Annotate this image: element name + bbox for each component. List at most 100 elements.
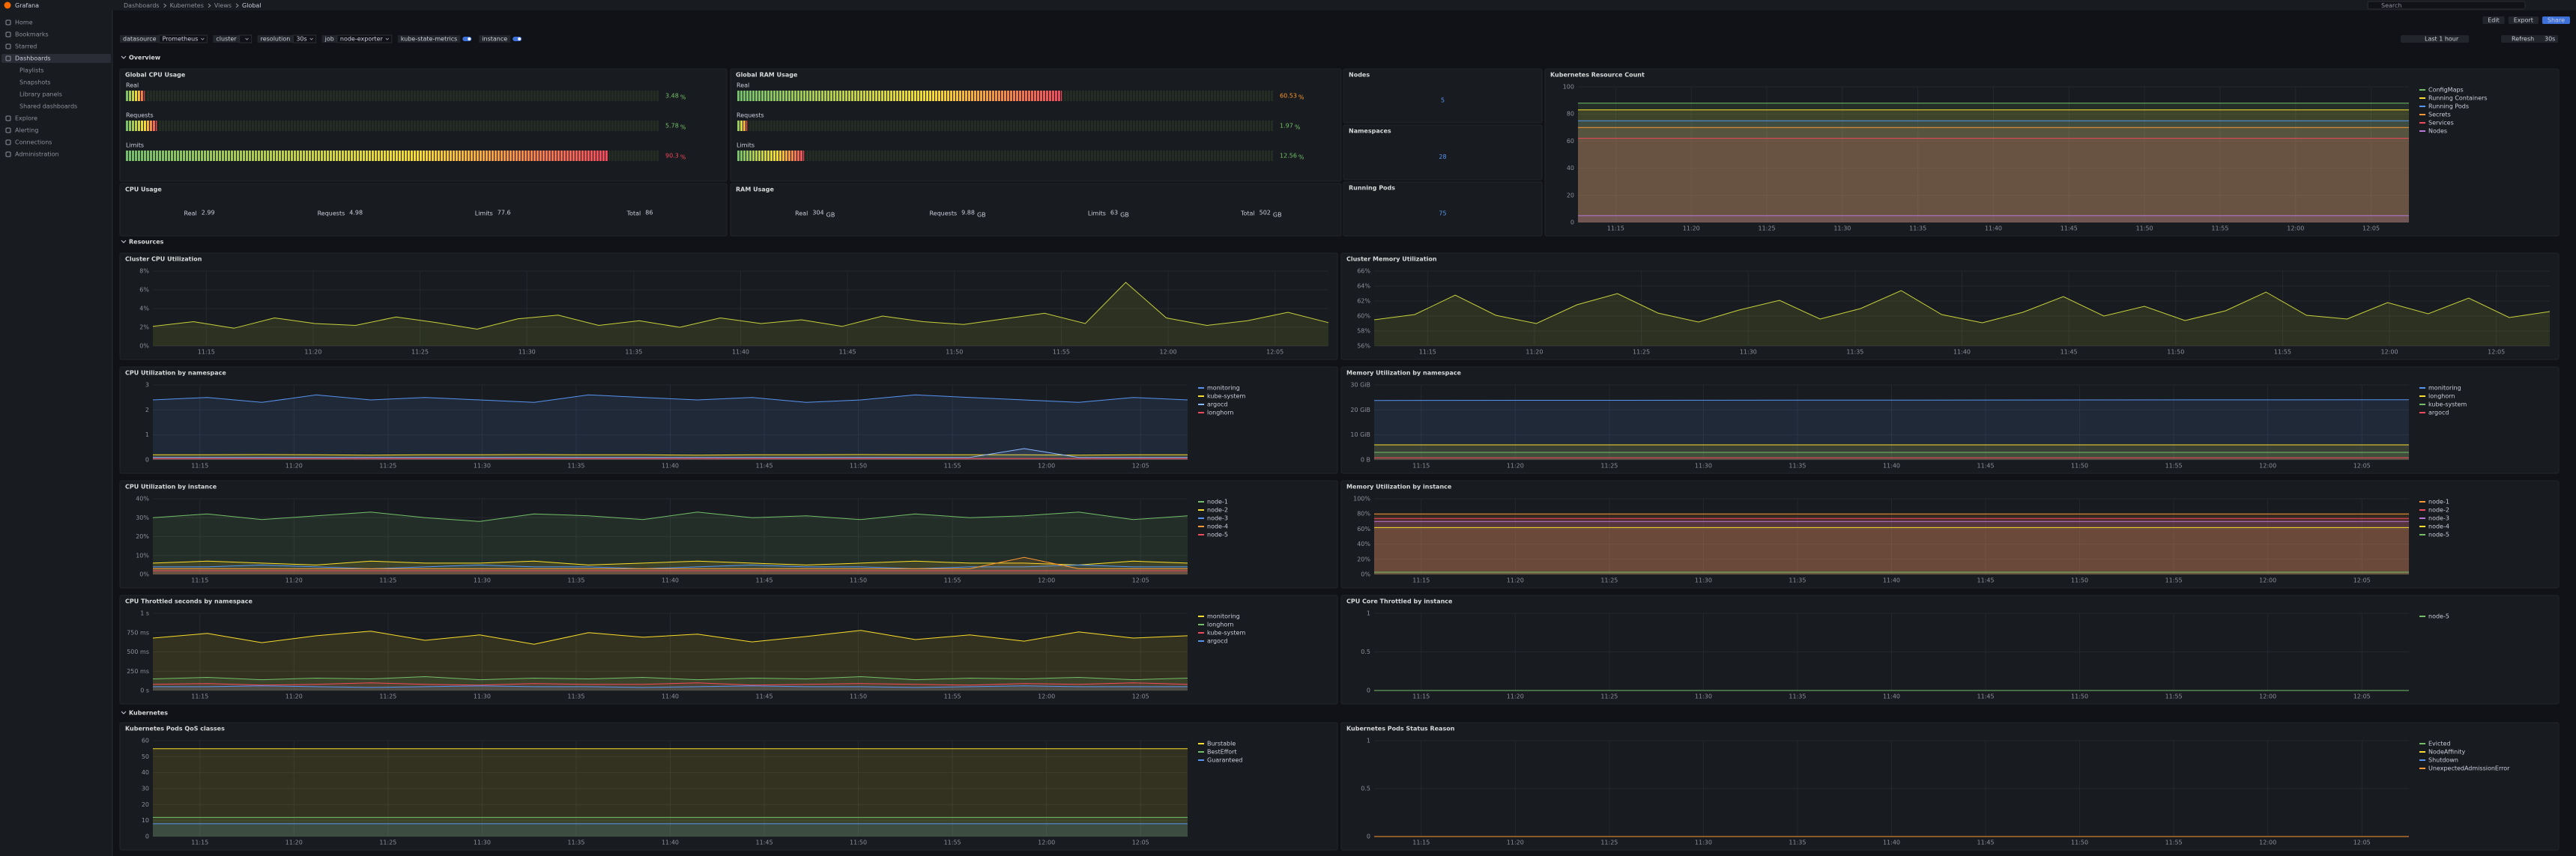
gauge-label: Real <box>737 82 749 89</box>
sidebar-icon <box>5 115 11 121</box>
x-tick-label: 11:55 <box>2165 840 2183 846</box>
x-tick-label: 11:30 <box>1695 693 1712 700</box>
x-tick-label: 11:40 <box>662 693 679 700</box>
legend-label[interactable]: monitoring <box>1207 385 1240 392</box>
legend-label[interactable]: node-5 <box>2428 532 2449 538</box>
legend-label[interactable]: node-3 <box>2428 515 2449 522</box>
legend-label[interactable]: Burstable <box>1207 741 1236 747</box>
legend-label[interactable]: node-3 <box>1207 515 1228 522</box>
time-picker[interactable] <box>2401 35 2470 43</box>
refresh-interval[interactable]: 30s <box>2545 36 2555 43</box>
sidebar-item[interactable]: Bookmarks <box>15 31 49 38</box>
legend-label[interactable]: node-4 <box>2428 523 2449 530</box>
toolbar-button[interactable] <box>2542 16 2570 24</box>
x-tick-label: 11:30 <box>474 577 491 584</box>
x-tick-label: 11:50 <box>946 349 963 356</box>
panel <box>1340 595 2560 705</box>
variable-select[interactable] <box>292 34 317 43</box>
sidebar-item[interactable]: Explore <box>15 115 37 122</box>
x-tick-label: 12:00 <box>1038 463 1055 470</box>
panel-title: Memory Utilization by instance <box>1346 484 1452 491</box>
breadcrumb[interactable]: Dashboards <box>124 2 160 9</box>
y-tick-label: 62% <box>1357 298 1370 305</box>
legend-label[interactable]: kube-system <box>1207 630 1245 637</box>
time-range[interactable]: Last 1 hour <box>2425 36 2459 43</box>
legend-label[interactable]: node-1 <box>1207 499 1228 506</box>
legend-label[interactable]: node-2 <box>1207 507 1228 514</box>
sidebar-item[interactable]: Starred <box>15 43 37 50</box>
legend-label[interactable]: longhorn <box>1207 410 1233 416</box>
x-tick-label: 11:15 <box>191 463 208 470</box>
legend-label[interactable]: Evicted <box>2428 741 2451 747</box>
legend-label[interactable]: node-4 <box>1207 523 1228 530</box>
x-tick-label: 11:35 <box>567 840 584 846</box>
refresh-button[interactable] <box>2501 35 2559 43</box>
panel <box>1340 722 2560 851</box>
sidebar-item[interactable]: Connections <box>15 139 52 146</box>
x-tick-label: 12:00 <box>2381 349 2398 356</box>
breadcrumb[interactable]: Global <box>242 2 261 9</box>
toolbar-button[interactable] <box>2508 16 2539 24</box>
row-title[interactable]: Resources <box>129 239 164 246</box>
search-box[interactable] <box>2367 1 2526 10</box>
stat-unit: GB <box>1120 212 1129 219</box>
x-tick-label: 11:40 <box>1953 349 1971 356</box>
series-area <box>1374 572 2409 574</box>
variable-select[interactable] <box>239 34 253 43</box>
row-title[interactable]: Overview <box>129 55 161 61</box>
legend-label[interactable]: monitoring <box>1207 613 1240 620</box>
row-title[interactable]: Kubernetes <box>129 710 168 717</box>
sidebar-item[interactable]: Dashboards <box>15 55 51 62</box>
sidebar-item[interactable]: Library panels <box>19 91 62 98</box>
variable-label-box <box>120 35 160 43</box>
sidebar-item[interactable]: Home <box>15 19 33 26</box>
legend-label[interactable]: Nodes <box>2428 128 2447 135</box>
legend-label[interactable]: Running Containers <box>2428 95 2488 102</box>
refresh[interactable]: Refresh <box>2512 36 2534 43</box>
legend-label[interactable]: UnexpectedAdmissionError <box>2428 765 2510 772</box>
sidebar-item[interactable]: Shared dashboards <box>19 103 77 110</box>
x-tick-label: 12:00 <box>2259 463 2276 470</box>
legend-label[interactable]: argocd <box>1207 401 1228 408</box>
legend-label[interactable]: Secrets <box>2428 112 2451 118</box>
gauge-value: 60.53 <box>1280 93 1297 100</box>
legend-label[interactable]: node-5 <box>1207 532 1228 538</box>
variable-select[interactable] <box>159 34 208 43</box>
legend-label[interactable]: Shutdown <box>2428 757 2458 764</box>
legend-label[interactable]: longhorn <box>1207 622 1233 628</box>
breadcrumb[interactable]: Kubernetes <box>170 2 204 9</box>
stat-value: 63 <box>1110 210 1118 216</box>
legend-label[interactable]: Services <box>2428 120 2454 127</box>
variable-select[interactable] <box>336 34 393 43</box>
legend-label[interactable]: kube-system <box>2428 401 2467 408</box>
series-area <box>153 557 1188 574</box>
legend-label[interactable]: monitoring <box>2428 385 2461 392</box>
toggle-knob <box>468 37 471 40</box>
stat-value: 2.99 <box>202 210 215 216</box>
legend-label[interactable]: argocd <box>2428 410 2449 416</box>
legend-label[interactable]: kube-system <box>1207 393 1245 400</box>
sidebar-item[interactable]: Snapshots <box>19 79 51 86</box>
sidebar-item[interactable]: Administration <box>15 151 59 158</box>
y-tick-label: 10 <box>142 817 149 824</box>
legend-label[interactable]: ConfigMaps <box>2428 87 2464 94</box>
gauge-segments <box>737 151 1274 161</box>
sidebar-item[interactable]: Alerting <box>15 127 38 134</box>
legend-label[interactable]: node-5 <box>2428 613 2449 620</box>
breadcrumb[interactable]: Views <box>214 2 232 9</box>
legend-label[interactable]: Guaranteed <box>1207 757 1243 764</box>
legend-label[interactable]: NodeAffinity <box>2428 749 2466 756</box>
legend-label[interactable]: longhorn <box>2428 393 2455 400</box>
legend-label[interactable]: node-1 <box>2428 499 2449 506</box>
x-tick-label: 11:45 <box>1977 693 1995 700</box>
legend-label[interactable]: node-2 <box>2428 507 2449 514</box>
legend-label[interactable]: BestEffort <box>1207 749 1237 756</box>
x-tick-label: 11:15 <box>1412 840 1430 846</box>
toolbar-button[interactable] <box>2482 16 2505 24</box>
legend-label[interactable]: Running Pods <box>2428 103 2469 110</box>
sidebar-item[interactable]: Playlists <box>19 67 44 74</box>
series-area <box>153 395 1188 460</box>
legend-label[interactable]: argocd <box>1207 638 1228 645</box>
panel-title: Global CPU Usage <box>125 72 186 79</box>
x-tick-label: 11:45 <box>1977 463 1995 470</box>
